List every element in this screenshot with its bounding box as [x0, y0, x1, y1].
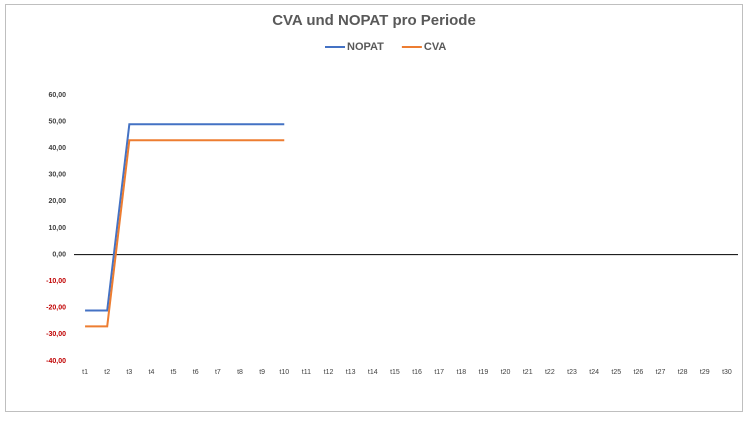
x-tick-label: t13: [346, 369, 356, 376]
y-tick-label: 30,00: [48, 172, 66, 179]
x-tick-label: t1: [82, 369, 88, 376]
x-tick-label: t7: [215, 369, 221, 376]
chart-title: CVA und NOPAT pro Periode: [272, 12, 476, 29]
x-tick-label: t18: [456, 369, 466, 376]
y-tick-label: -30,00: [46, 331, 66, 338]
x-tick-label: t10: [279, 369, 289, 376]
x-tick-label: t2: [104, 369, 110, 376]
y-tick-label: -40,00: [46, 358, 66, 365]
y-tick-label: -20,00: [46, 305, 66, 312]
x-tick-label: t20: [501, 369, 511, 376]
legend-label: NOPAT: [347, 41, 384, 53]
x-tick-label: t5: [171, 369, 177, 376]
x-tick-label: t4: [149, 369, 155, 376]
x-tick-label: t17: [434, 369, 444, 376]
x-tick-label: t15: [390, 369, 400, 376]
x-tick-label: t24: [589, 369, 599, 376]
y-tick-label: 60,00: [48, 92, 66, 99]
series-line: [85, 139, 285, 328]
x-tick-label: t6: [193, 369, 199, 376]
legend-label: CVA: [424, 41, 446, 53]
x-tick-label: t28: [678, 369, 688, 376]
x-tick-label: t14: [368, 369, 378, 376]
x-tick-label: t3: [126, 369, 132, 376]
x-tick-label: t26: [634, 369, 644, 376]
y-tick-label: 10,00: [48, 225, 66, 232]
x-tick-label: t29: [700, 369, 710, 376]
y-tick-label: 40,00: [48, 145, 66, 152]
y-tick-label: 20,00: [48, 198, 66, 205]
x-tick-label: t27: [656, 369, 666, 376]
x-tick-label: t30: [722, 369, 732, 376]
x-tick-label: t21: [523, 369, 533, 376]
y-tick-label: -10,00: [46, 278, 66, 285]
x-tick-label: t23: [567, 369, 577, 376]
y-tick-label: 0,00: [52, 251, 66, 258]
chart-border: [5, 4, 743, 412]
x-tick-label: t19: [479, 369, 489, 376]
x-tick-label: t16: [412, 369, 422, 376]
x-tick-label: t8: [237, 369, 243, 376]
x-tick-label: t11: [302, 369, 311, 376]
x-tick-label: t22: [545, 369, 555, 376]
x-tick-label: t25: [611, 369, 621, 376]
x-tick-label: t9: [259, 369, 265, 376]
y-tick-label: 50,00: [48, 118, 66, 125]
x-tick-label: t12: [324, 369, 334, 376]
series-line: [85, 123, 285, 312]
